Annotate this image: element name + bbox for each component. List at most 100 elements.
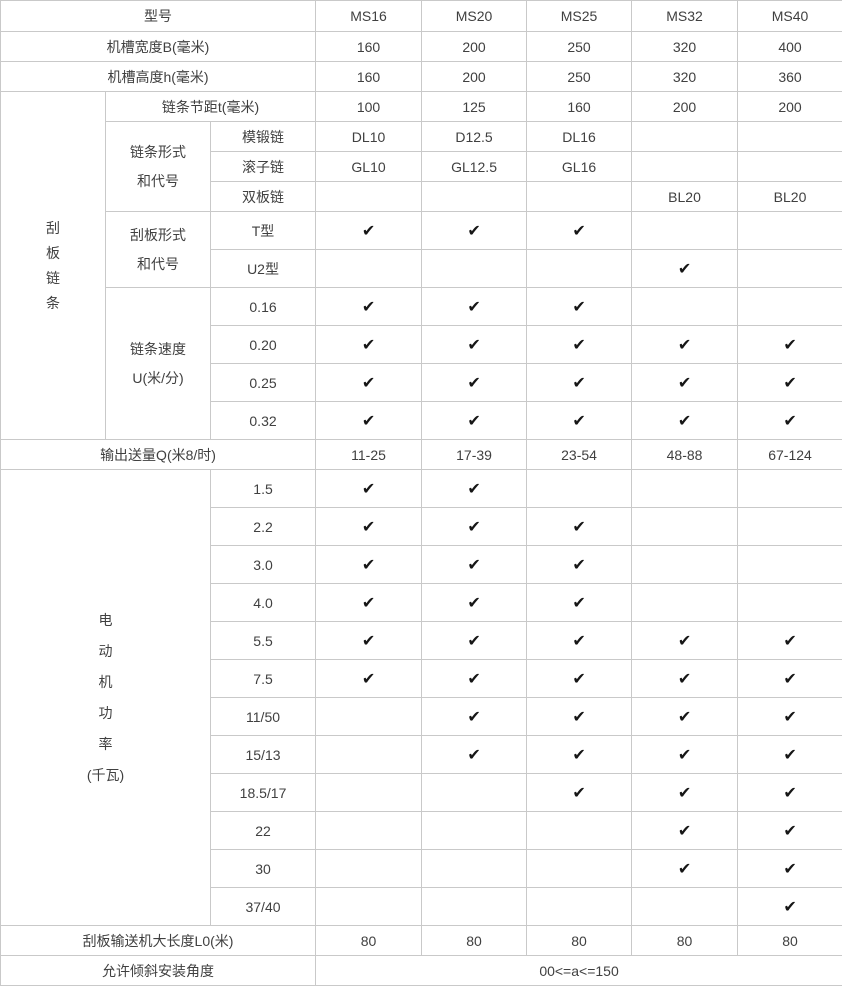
table-row: 链条形式 和代号 模锻链 DL10 D12.5 DL16 <box>1 121 842 212</box>
check-cell <box>737 583 842 622</box>
check-cell <box>526 249 633 288</box>
check-cell: ✔ <box>631 697 739 736</box>
value-cell: BL20 <box>737 181 842 212</box>
row-label: 22 <box>209 811 317 850</box>
check-cell: ✔ <box>737 621 842 660</box>
check-cell: ✔ <box>737 887 842 926</box>
table-row: 3.0 ✔ ✔ ✔ <box>1 545 842 584</box>
row-label: 15/13 <box>209 735 317 774</box>
row-label: 0.25 <box>209 363 317 402</box>
check-cell: ✔ <box>421 583 528 622</box>
check-cell <box>631 887 739 926</box>
check-cell: ✔ <box>421 287 528 326</box>
row-label: 1.5 <box>209 469 317 508</box>
value-cell: BL20 <box>631 181 739 212</box>
check-cell <box>526 811 633 850</box>
table-row: 5.5 ✔ ✔ ✔ ✔ ✔ <box>1 621 842 660</box>
check-cell: ✔ <box>526 401 633 440</box>
check-cell: ✔ <box>631 659 739 698</box>
check-cell <box>315 735 423 774</box>
check-cell <box>631 545 739 584</box>
table-row: 链条速度 U(米/分) 0.16 ✔ ✔ ✔ <box>1 287 842 440</box>
value-cell: 67-124 <box>737 439 842 470</box>
check-cell: ✔ <box>526 287 633 326</box>
check-cell <box>631 583 739 622</box>
value-cell <box>737 121 842 152</box>
row-label: T型 <box>209 211 317 250</box>
check-cell: ✔ <box>737 659 842 698</box>
check-cell <box>315 773 423 812</box>
value-cell: 125 <box>421 91 528 122</box>
check-cell <box>737 211 842 250</box>
row-label: 0.20 <box>209 325 317 364</box>
value-cell: 160 <box>315 31 423 62</box>
row-label: 允许倾斜安装角度 <box>0 955 317 986</box>
table-row: 7.5 ✔ ✔ ✔ ✔ ✔ <box>1 659 842 698</box>
check-cell: ✔ <box>526 659 633 698</box>
check-cell: ✔ <box>421 363 528 402</box>
row-label: 滚子链 <box>209 151 317 182</box>
row-label: 4.0 <box>209 583 317 622</box>
row-label: 37/40 <box>209 887 317 926</box>
value-cell: 200 <box>421 31 528 62</box>
check-cell: ✔ <box>421 621 528 660</box>
value-cell: 17-39 <box>421 439 528 470</box>
check-cell: ✔ <box>526 583 633 622</box>
value-cell: 80 <box>421 925 528 956</box>
check-cell: ✔ <box>631 621 739 660</box>
check-cell: ✔ <box>315 211 423 250</box>
check-cell: ✔ <box>737 325 842 364</box>
value-cell: 200 <box>421 61 528 92</box>
check-cell: ✔ <box>421 735 528 774</box>
value-cell <box>315 181 423 212</box>
value-cell: 400 <box>737 31 842 62</box>
check-cell: ✔ <box>737 773 842 812</box>
table-row: 型号 MS16 MS20 MS25 MS32 MS40 <box>0 0 842 32</box>
row-label: 双板链 <box>209 181 317 212</box>
table-row: 机槽宽度B(毫米) 160 200 250 320 400 <box>0 31 842 62</box>
value-cell: 360 <box>737 61 842 92</box>
value-cell: 320 <box>631 31 739 62</box>
check-cell: ✔ <box>526 545 633 584</box>
table-row: 刮 板 链 条 链条节距t(毫米) 100 125 160 200 200 <box>0 91 842 440</box>
group-label-chain-form: 链条形式 和代号 <box>105 121 211 212</box>
value-cell <box>631 151 739 182</box>
value-cell: 80 <box>315 925 423 956</box>
check-cell: ✔ <box>526 363 633 402</box>
check-cell <box>737 287 842 326</box>
value-cell: D12.5 <box>421 121 528 152</box>
check-cell <box>526 849 633 888</box>
table-row: 11/50 ✔ ✔ ✔ ✔ <box>1 697 842 736</box>
value-cell: GL12.5 <box>421 151 528 182</box>
table-row: 刮板形式 和代号 T型 ✔ ✔ ✔ <box>1 211 842 288</box>
check-cell <box>737 249 842 288</box>
check-cell: ✔ <box>526 211 633 250</box>
check-cell: ✔ <box>631 735 739 774</box>
check-cell <box>631 211 739 250</box>
check-cell: ✔ <box>421 469 528 508</box>
group-label-chain-speed: 链条速度 U(米/分) <box>105 287 211 440</box>
table-row: 2.2 ✔ ✔ ✔ <box>1 507 842 546</box>
value-cell: 80 <box>737 925 842 956</box>
check-cell <box>315 849 423 888</box>
group-label-scraper-chain: 刮 板 链 条 <box>0 91 106 440</box>
check-cell <box>315 811 423 850</box>
check-cell <box>631 287 739 326</box>
check-cell: ✔ <box>631 363 739 402</box>
value-cell: 80 <box>631 925 739 956</box>
row-label: 0.16 <box>209 287 317 326</box>
table-row: 15/13 ✔ ✔ ✔ ✔ <box>1 735 842 774</box>
check-cell <box>737 507 842 546</box>
check-cell: ✔ <box>421 211 528 250</box>
check-cell: ✔ <box>421 659 528 698</box>
row-label: 0.32 <box>209 401 317 440</box>
table-row: 电 动 机 功 率 (千瓦) 1.5 ✔ ✔ <box>0 469 842 926</box>
row-label: 链条节距t(毫米) <box>104 91 317 122</box>
table-row: 0.25 ✔ ✔ ✔ ✔ ✔ <box>1 363 842 402</box>
check-cell: ✔ <box>526 621 633 660</box>
value-cell <box>631 121 739 152</box>
row-label: 2.2 <box>209 507 317 546</box>
check-cell: ✔ <box>315 287 423 326</box>
table-row: 0.20 ✔ ✔ ✔ ✔ ✔ <box>1 325 842 364</box>
check-cell <box>421 811 528 850</box>
